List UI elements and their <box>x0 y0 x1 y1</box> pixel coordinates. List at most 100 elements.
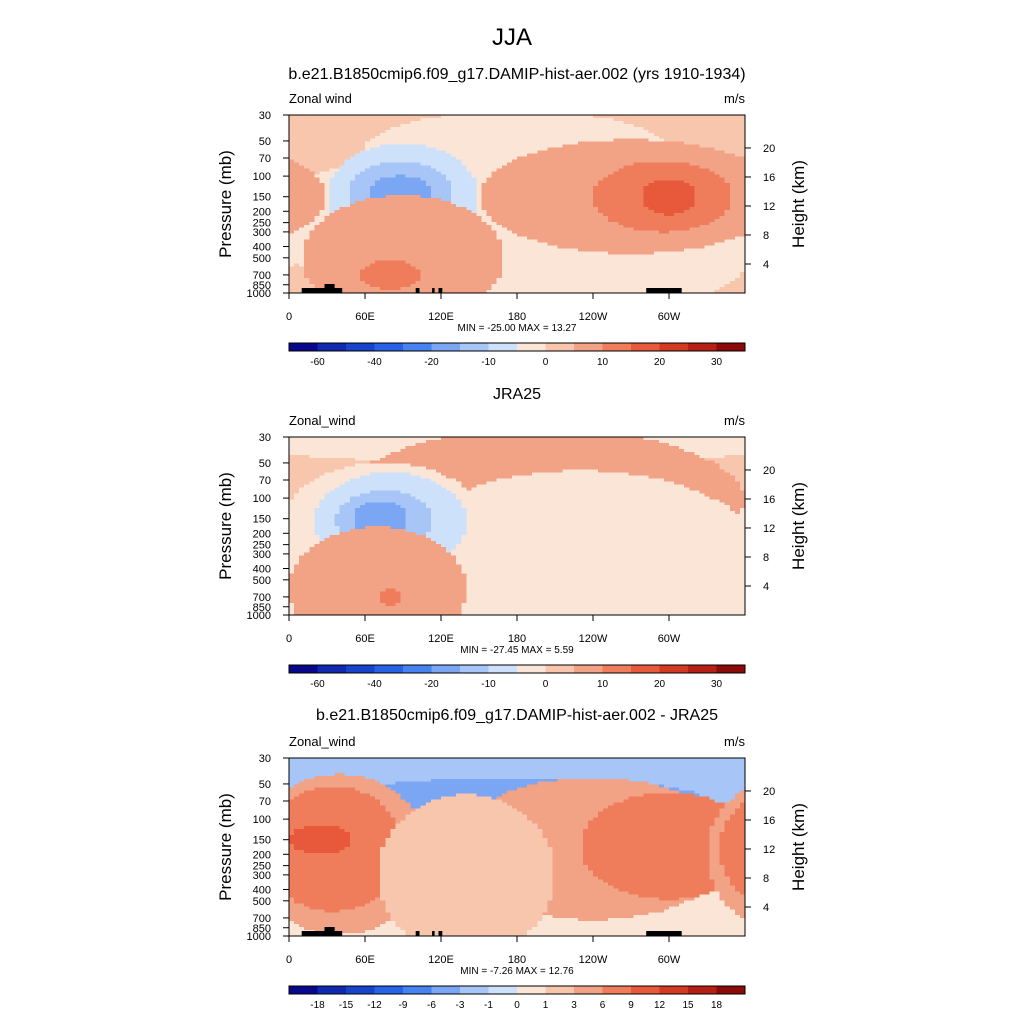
field-cell <box>395 177 402 181</box>
field-cell <box>623 195 630 199</box>
field-cell <box>304 120 310 125</box>
field-cell <box>400 126 407 131</box>
field-cell <box>456 147 462 152</box>
field-cell <box>456 177 462 181</box>
field-cell <box>572 192 579 196</box>
field-cell <box>329 227 336 232</box>
field-cell <box>699 189 706 193</box>
field-cell <box>562 192 569 196</box>
field-cell <box>395 162 402 167</box>
field-cell <box>359 147 366 152</box>
field-cell <box>309 132 315 137</box>
field-cell <box>481 162 488 167</box>
field-cell <box>522 180 528 184</box>
field-cell <box>613 177 619 181</box>
field-cell <box>638 174 645 178</box>
field-cell <box>486 126 493 131</box>
field-cell <box>522 153 528 158</box>
field-cell <box>385 135 391 140</box>
field-cell <box>532 189 538 193</box>
field-cell <box>349 165 356 169</box>
field-cell <box>354 156 361 161</box>
field-cell <box>582 153 589 158</box>
field-cell <box>537 177 543 181</box>
field-cell <box>400 123 407 128</box>
field-cell <box>734 168 741 172</box>
field-cell <box>689 180 695 184</box>
field-cell <box>582 227 589 232</box>
field-cell <box>618 165 624 169</box>
field-cell <box>618 230 624 235</box>
field-cell <box>593 174 599 178</box>
field-cell <box>420 132 427 137</box>
field-cell <box>724 189 731 193</box>
field-cell <box>299 183 305 187</box>
field-cell <box>587 221 594 226</box>
field-cell <box>425 144 432 149</box>
field-cell <box>410 206 417 211</box>
field-cell <box>532 168 538 172</box>
field-cell <box>567 117 574 122</box>
field-cell <box>446 209 452 214</box>
field-cell <box>527 138 533 143</box>
field-cell <box>684 153 690 158</box>
field-cell <box>486 150 493 155</box>
field-cell <box>430 218 437 223</box>
field-cell <box>299 165 305 169</box>
field-cell <box>390 201 396 205</box>
field-cell <box>354 230 361 235</box>
field-cell <box>446 215 452 220</box>
field-cell <box>709 126 716 131</box>
field-cell <box>714 206 721 211</box>
field-cell <box>400 153 407 158</box>
field-cell <box>633 147 640 152</box>
field-cell <box>648 138 655 143</box>
field-cell <box>435 233 442 238</box>
field-cell <box>739 206 746 211</box>
field-cell <box>582 115 589 119</box>
field-cell <box>370 144 376 149</box>
field-cell <box>679 186 685 190</box>
field-cell <box>385 177 391 181</box>
field-cell <box>608 227 614 232</box>
field-cell <box>694 141 700 146</box>
field-cell <box>289 192 295 196</box>
field-cell <box>324 126 331 131</box>
field-cell <box>582 150 589 155</box>
field-cell <box>572 153 579 158</box>
field-cell <box>395 201 402 205</box>
field-cell <box>466 117 472 122</box>
field-cell <box>603 150 609 155</box>
field-cell <box>613 218 619 223</box>
field-cell <box>567 174 574 178</box>
field-cell <box>491 138 498 143</box>
field-cell <box>537 230 543 235</box>
field-cell <box>608 177 614 181</box>
field-cell <box>299 162 305 167</box>
field-cell <box>638 156 645 161</box>
field-cell <box>380 135 386 140</box>
field-cell <box>349 123 356 128</box>
field-cell <box>734 156 741 161</box>
field-cell <box>567 171 574 175</box>
field-cell <box>491 159 498 164</box>
field-cell <box>679 129 685 134</box>
field-cell <box>294 150 300 155</box>
field-cell <box>501 227 508 232</box>
field-cell <box>582 221 589 226</box>
field-cell <box>593 206 599 211</box>
field-cell <box>451 156 457 161</box>
field-cell <box>517 115 523 119</box>
field-cell <box>420 192 427 196</box>
field-cell <box>603 212 609 217</box>
field-cell <box>663 120 670 125</box>
field-cell <box>674 209 680 214</box>
field-cell <box>633 162 640 167</box>
field-cell <box>435 230 442 235</box>
field-cell <box>486 159 493 164</box>
field-cell <box>663 201 670 205</box>
field-cell <box>643 209 650 214</box>
field-cell <box>547 209 554 214</box>
field-cell <box>734 227 741 232</box>
field-cell <box>425 233 432 238</box>
